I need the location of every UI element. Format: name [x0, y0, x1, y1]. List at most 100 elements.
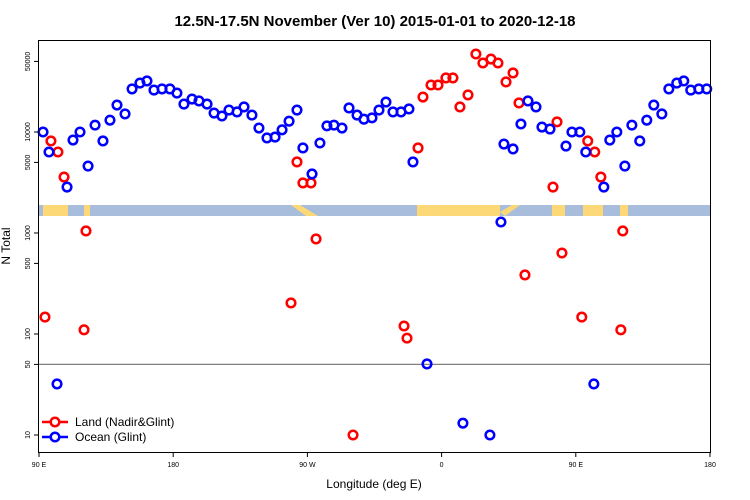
y-tick-label: 50	[25, 360, 32, 368]
ocean-point	[634, 135, 646, 147]
chart-title: 12.5N-17.5N November (Ver 10) 2015-01-01…	[174, 13, 575, 30]
ocean-point	[104, 114, 116, 126]
ocean-point	[171, 87, 183, 99]
ocean-point	[403, 103, 415, 115]
ocean-point	[495, 216, 507, 228]
land-point	[582, 135, 594, 147]
land-point	[401, 332, 413, 344]
ocean-point	[216, 110, 228, 122]
ocean-point	[89, 119, 101, 131]
land-point	[500, 76, 512, 88]
map-land-segment	[583, 205, 603, 216]
land-point	[576, 311, 588, 323]
land-point	[440, 72, 452, 84]
ocean-point	[530, 101, 542, 113]
ocean-point	[515, 118, 527, 130]
ocean-point	[253, 122, 265, 134]
land-point	[58, 171, 70, 183]
ocean-point	[336, 122, 348, 134]
ocean-point	[82, 160, 94, 172]
ocean-point	[626, 119, 638, 131]
ocean-point	[656, 108, 668, 120]
ocean-point	[566, 126, 578, 138]
ocean-point	[343, 102, 355, 114]
x-tick-label: 180	[167, 462, 179, 469]
ocean-point	[457, 417, 469, 429]
land-point	[78, 324, 90, 336]
x-tick-label: 0	[440, 462, 444, 469]
ocean-point	[314, 137, 326, 149]
land-point	[417, 91, 429, 103]
ocean-point	[126, 83, 138, 95]
land-point	[291, 156, 303, 168]
ocean-point	[498, 138, 510, 150]
y-axis-label: N Total	[0, 227, 13, 264]
land-point	[462, 89, 474, 101]
ocean-point	[544, 123, 556, 135]
ocean-point	[119, 108, 131, 120]
x-axis-label: Longitude (deg E)	[326, 477, 421, 491]
land-point	[347, 429, 359, 441]
map-land-segment	[84, 205, 90, 216]
legend-land-label: Land (Nadir&Glint)	[75, 415, 174, 429]
legend: Land (Nadir&Glint) Ocean (Glint)	[42, 415, 174, 444]
land-point	[615, 324, 627, 336]
ocean-point	[701, 83, 713, 95]
legend-land-marker	[49, 416, 61, 428]
y-tick-label: 10000	[25, 122, 32, 142]
ocean-point	[276, 124, 288, 136]
x-tick-label: 180	[704, 462, 716, 469]
ocean-point	[297, 142, 309, 154]
land-point	[412, 142, 424, 154]
ocean-point	[283, 115, 295, 127]
land-point	[39, 311, 51, 323]
ocean-point	[269, 131, 281, 143]
data-points	[37, 48, 713, 441]
y-tick-label: 5000	[25, 155, 32, 171]
ocean-point	[51, 378, 63, 390]
ocean-point	[238, 101, 250, 113]
land-point	[470, 48, 482, 60]
map-land-segment	[552, 205, 565, 216]
plot-frame	[38, 40, 711, 453]
land-point	[507, 67, 519, 79]
land-point	[447, 72, 459, 84]
ocean-point	[663, 83, 675, 95]
ocean-point	[306, 168, 318, 180]
map-land-segment	[43, 205, 68, 216]
ocean-point	[560, 140, 572, 152]
y-axis: 10 50 100 500 1000 5000 10000 50000	[25, 52, 39, 439]
ocean-point	[598, 181, 610, 193]
ocean-point	[231, 106, 243, 118]
land-point	[589, 146, 601, 158]
map-ocean-band	[38, 205, 711, 216]
map-land-segment	[500, 205, 520, 216]
ocean-point	[366, 112, 378, 124]
ocean-point	[97, 135, 109, 147]
x-axis: 90 E 180 90 W 0 90 E 180	[32, 452, 716, 469]
land-point	[617, 225, 629, 237]
ocean-point	[74, 126, 86, 138]
ocean-point	[201, 98, 213, 110]
ocean-point	[611, 126, 623, 138]
land-point	[547, 181, 559, 193]
ocean-point	[321, 120, 333, 132]
land-point	[513, 97, 525, 109]
ocean-point	[619, 160, 631, 172]
land-point	[52, 146, 64, 158]
y-tick-label: 100	[25, 328, 32, 340]
ocean-point	[291, 104, 303, 116]
x-tick-label: 90 W	[299, 462, 316, 469]
ocean-point	[407, 156, 419, 168]
ocean-point	[604, 134, 616, 146]
map-land-segment	[417, 205, 500, 216]
ocean-point	[111, 99, 123, 111]
ocean-point	[178, 98, 190, 110]
y-tick-label: 10	[25, 431, 32, 439]
land-point	[425, 79, 437, 91]
land-point	[45, 135, 57, 147]
land-point	[492, 57, 504, 69]
y-tick-label: 50000	[25, 52, 32, 72]
ocean-point	[421, 358, 433, 370]
map-land-segment	[291, 205, 318, 216]
